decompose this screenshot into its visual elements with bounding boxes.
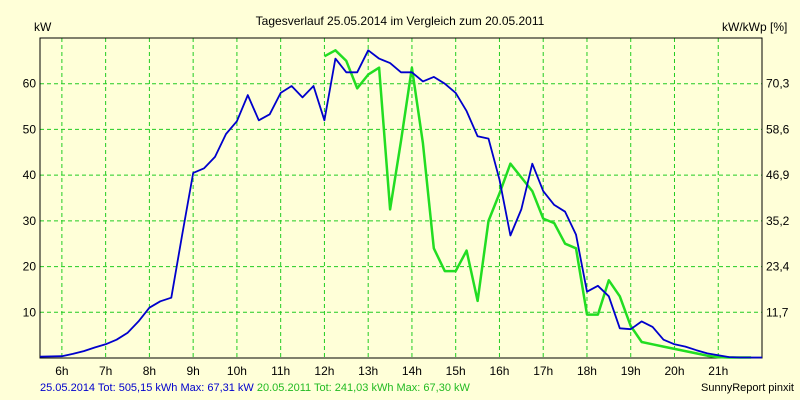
y-left-tick-label: 60 bbox=[23, 77, 37, 91]
y-right-tick-label: 35,2 bbox=[766, 214, 790, 228]
x-tick-label: 8h bbox=[143, 364, 156, 378]
x-tick-label: 13h bbox=[358, 364, 378, 378]
y-right-tick-label: 11,7 bbox=[766, 305, 789, 319]
x-tick-label: 17h bbox=[533, 364, 553, 378]
y-left-tick-label: 30 bbox=[23, 214, 37, 228]
legend-series-1: 25.05.2014 Tot: 505,15 kWh Max: 67,31 kW bbox=[40, 382, 254, 394]
y-left-tick-label: 10 bbox=[23, 305, 37, 319]
chart-title: Tagesverlauf 25.05.2014 im Vergleich zum… bbox=[256, 14, 545, 28]
legend-series-2: 20.05.2011 Tot: 241,03 kWh Max: 67,30 kW bbox=[256, 382, 470, 394]
x-tick-label: 21h bbox=[708, 364, 728, 378]
footer-legend: 25.05.2014 Tot: 505,15 kWh Max: 67,31 kW… bbox=[40, 382, 470, 394]
y-left-tick-label: 20 bbox=[23, 260, 37, 274]
plot-frame bbox=[39, 37, 763, 359]
series-lines bbox=[39, 49, 762, 359]
x-tick-label: 9h bbox=[186, 364, 199, 378]
y-right-tick-label: 46,9 bbox=[766, 168, 790, 182]
y-right-tick-label: 58,6 bbox=[766, 122, 790, 136]
y-left-tick-label: 50 bbox=[23, 122, 37, 136]
y-right-axis-label: kW/kWp [%] bbox=[722, 20, 787, 34]
axis-ticks: 6h 7h 8h 9h 10h 11h 12h 13h 14h 15h 16h 17h 18h 19h 20… bbox=[23, 77, 790, 378]
series-line-2011 bbox=[323, 49, 752, 359]
x-tick-label: 16h bbox=[489, 364, 509, 378]
y-right-tick-label: 70,3 bbox=[766, 77, 790, 91]
y-right-tick-label: 23,4 bbox=[766, 260, 790, 274]
x-tick-label: 15h bbox=[446, 364, 466, 378]
x-tick-label: 6h bbox=[55, 364, 68, 378]
x-tick-label: 18h bbox=[577, 364, 597, 378]
grid-lines bbox=[40, 38, 762, 358]
x-tick-label: 11h bbox=[271, 364, 290, 378]
footer-credit: SunnyReport pinxit bbox=[701, 382, 794, 394]
x-tick-label: 7h bbox=[99, 364, 112, 378]
x-tick-label: 10h bbox=[227, 364, 247, 378]
y-left-tick-label: 40 bbox=[23, 168, 37, 182]
y-left-axis-label: kW bbox=[34, 20, 52, 34]
x-tick-label: 19h bbox=[621, 364, 641, 378]
x-tick-label: 20h bbox=[664, 364, 684, 378]
x-tick-label: 14h bbox=[402, 364, 422, 378]
series-line-2014 bbox=[39, 49, 762, 359]
x-tick-label: 12h bbox=[314, 364, 334, 378]
